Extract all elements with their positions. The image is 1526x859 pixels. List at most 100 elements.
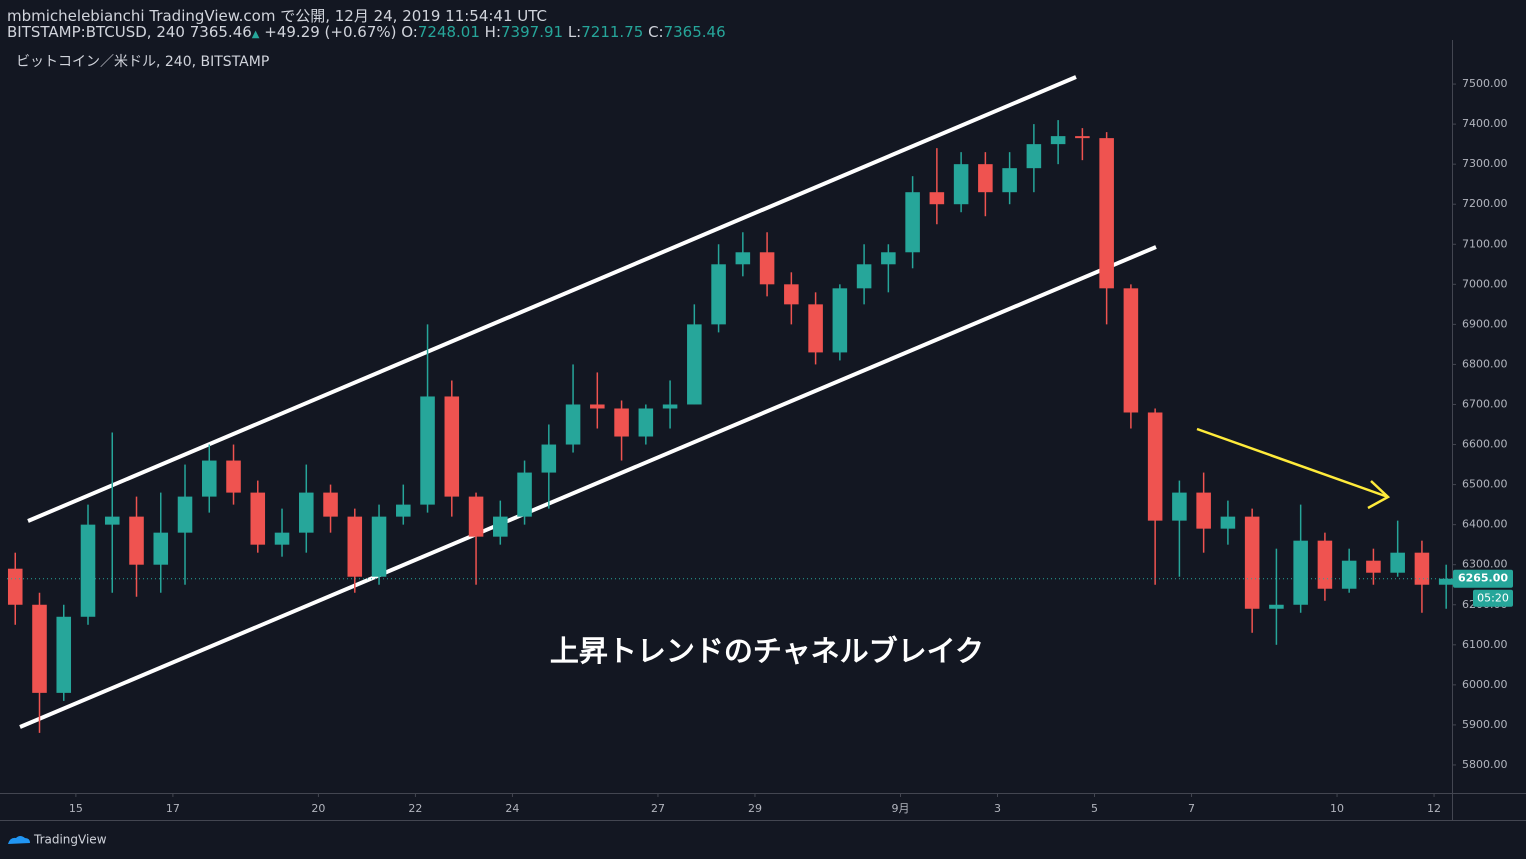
candle-body <box>735 252 751 265</box>
candle-body <box>1438 578 1454 585</box>
candle-body <box>104 516 120 525</box>
x-tick-label: 12 <box>1427 802 1441 815</box>
x-tick-label: 17 <box>166 802 180 815</box>
candle-body <box>1220 516 1236 529</box>
candle-body <box>1123 288 1139 413</box>
candle-body <box>1075 136 1090 139</box>
candle-body <box>1050 136 1066 145</box>
x-tick-label: 20 <box>311 802 325 815</box>
annotation: 上昇トレンドのチャネルブレイク <box>550 634 984 668</box>
y-tick-label: 6700.00 <box>1462 397 1508 410</box>
candle-body <box>662 404 678 409</box>
candle-body <box>832 288 848 353</box>
y-tick-label: 6600.00 <box>1462 438 1508 451</box>
x-tick-label: 3 <box>994 802 1001 815</box>
y-tick-label: 7100.00 <box>1462 237 1508 250</box>
y-tick-label: 7300.00 <box>1462 157 1508 170</box>
x-tick-label: 10 <box>1330 802 1344 815</box>
candle-body <box>638 408 654 437</box>
o: 7248.01 <box>417 23 480 41</box>
l-label: L: <box>567 23 582 41</box>
candle-body <box>1099 138 1114 289</box>
y-tick-label: 7000.00 <box>1462 277 1508 290</box>
candle-body <box>614 408 629 437</box>
candle-body <box>929 192 945 205</box>
x-tick-label: 27 <box>651 802 665 815</box>
candle-body <box>274 532 290 545</box>
candle-body <box>759 252 775 285</box>
candle-body <box>1341 560 1357 589</box>
candle-body <box>1026 144 1042 169</box>
candle-body <box>299 492 314 533</box>
candle-body <box>590 404 605 409</box>
candle-body <box>711 264 726 325</box>
candle-body <box>250 492 266 545</box>
candle-body <box>1244 516 1260 609</box>
candle-body <box>1147 412 1163 521</box>
candle-body <box>1293 540 1308 605</box>
y-tick-label: 7400.00 <box>1462 117 1508 130</box>
candle-body <box>1172 492 1187 521</box>
c-label: C: <box>648 23 664 41</box>
y-tick-label: 6000.00 <box>1462 678 1508 691</box>
h: 7397.91 <box>501 23 564 41</box>
l: 7211.75 <box>581 23 644 41</box>
x-tick-label: 7 <box>1188 802 1195 815</box>
trend-line-lower <box>19 245 1157 729</box>
symbol: BITSTAMP:BTCUSD, 240 <box>7 23 185 41</box>
candle-body <box>808 304 823 353</box>
candle-body <box>1390 552 1405 573</box>
candle-body <box>56 616 72 693</box>
candle-body <box>129 516 144 565</box>
candle-body <box>226 460 241 493</box>
arrow-head <box>1367 480 1391 510</box>
y-tick-label: 7200.00 <box>1462 197 1508 210</box>
logo <box>8 836 30 844</box>
x-tick-label: 29 <box>748 802 762 815</box>
c: 7365.46 <box>663 23 726 41</box>
candle-body <box>32 604 47 693</box>
x-tick-label: 22 <box>408 802 422 815</box>
o-label: O: <box>401 23 418 41</box>
legend: ビットコイン／米ドル, 240, BITSTAMP <box>16 54 269 70</box>
candle-body <box>784 284 799 305</box>
candle-body <box>1366 560 1381 573</box>
candle-body <box>420 396 435 505</box>
header-line2: BITSTAMP:BTCUSD, 240 7365.46▲ +49.29 (+0… <box>7 23 726 41</box>
candle-body <box>201 460 217 497</box>
y-tick-label: 5800.00 <box>1462 758 1508 771</box>
candle-body <box>1414 552 1430 585</box>
candle-body <box>444 396 460 497</box>
arrow-line <box>1196 427 1389 499</box>
candle-body <box>1269 604 1284 609</box>
candle-body <box>177 496 193 533</box>
candle-body <box>347 516 363 577</box>
y-tick-label: 6800.00 <box>1462 357 1508 370</box>
candle-body <box>905 192 920 253</box>
candle-body <box>468 496 484 537</box>
candle-body <box>396 504 411 517</box>
candle-body <box>493 516 508 537</box>
y-tick-label: 6100.00 <box>1462 638 1508 651</box>
candle-body <box>323 492 338 517</box>
candle-body <box>953 164 969 205</box>
y-tick-label: 6500.00 <box>1462 478 1508 491</box>
candle-body <box>7 568 23 605</box>
candle-body <box>978 164 993 193</box>
change: +49.29 (+0.67%) <box>264 23 397 41</box>
x-tick-label: 24 <box>505 802 519 815</box>
candle-body <box>881 252 896 265</box>
last: 7365.46 <box>189 23 252 41</box>
trend-line-upper <box>27 75 1077 523</box>
candle-body <box>687 324 702 405</box>
candle-body <box>371 516 387 577</box>
y-tick-label: 5900.00 <box>1462 718 1508 731</box>
candle-body <box>565 404 581 445</box>
candle-body <box>541 444 557 473</box>
countdown-box <box>1473 589 1513 607</box>
y-tick-label: 6400.00 <box>1462 518 1508 531</box>
candle-body <box>1196 492 1211 529</box>
y-tick-label: 6300.00 <box>1462 558 1508 571</box>
x-tick-label: 9月 <box>891 802 909 815</box>
